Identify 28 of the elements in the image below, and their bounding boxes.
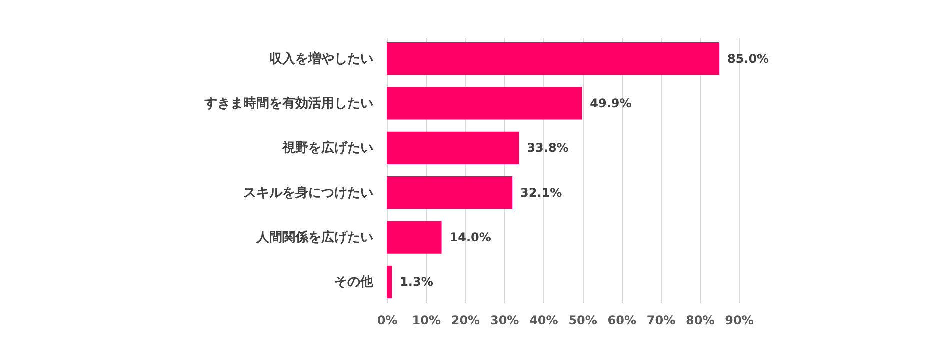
- x-tick-label: 30%: [490, 314, 520, 328]
- x-tick-label: 40%: [530, 314, 558, 328]
- x-tick-label: 70%: [646, 314, 676, 328]
- data-label: 1.3%: [400, 275, 434, 290]
- bar: [387, 42, 720, 76]
- data-label: 14.0%: [450, 230, 492, 245]
- bar: [387, 266, 392, 299]
- y-tick-label: 収入を増やしたい: [270, 50, 374, 67]
- x-tick-label: 60%: [608, 314, 637, 328]
- y-tick-label: その他: [334, 275, 374, 290]
- y-tick-label: 視野を広げたい: [282, 140, 374, 156]
- x-tick-label: 0%: [377, 314, 398, 328]
- bar: [387, 221, 442, 254]
- x-tick-label: 10%: [412, 314, 441, 328]
- y-tick-label: 人間関係を広げたい: [256, 230, 374, 246]
- bar: [387, 176, 513, 210]
- bar: [387, 87, 582, 120]
- bar: [387, 132, 520, 164]
- data-label: 49.9%: [590, 96, 632, 110]
- data-label: 32.1%: [520, 186, 562, 200]
- x-tick-label: 20%: [451, 314, 480, 328]
- y-tick-label: すきま時間を有効活用したい: [204, 95, 374, 112]
- x-tick-label: 50%: [568, 314, 598, 328]
- y-tick-label: スキルを身につけたい: [244, 186, 374, 201]
- x-tick-label: 80%: [686, 314, 715, 328]
- data-label: 33.8%: [527, 141, 569, 156]
- x-tick-label: 90%: [725, 314, 754, 328]
- data-label: 85.0%: [727, 52, 770, 66]
